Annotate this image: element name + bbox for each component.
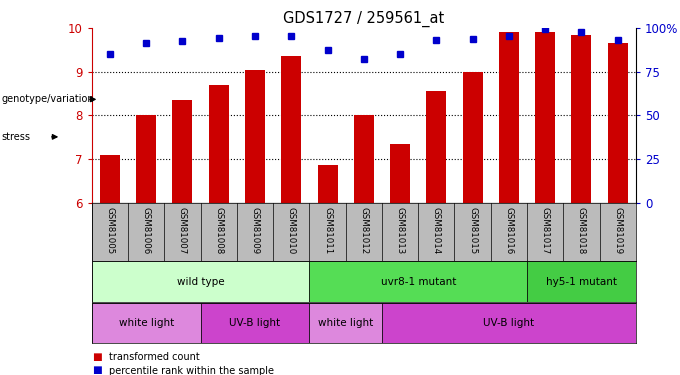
Text: wild type: wild type	[177, 277, 224, 286]
Bar	[426, 92, 446, 202]
Text: GSM81018: GSM81018	[577, 207, 586, 254]
Bar	[201, 303, 309, 343]
Bar	[354, 116, 374, 202]
Text: transformed count: transformed count	[109, 352, 199, 362]
Text: GSM81005: GSM81005	[105, 207, 114, 254]
Text: ■: ■	[92, 366, 101, 375]
Text: GSM81015: GSM81015	[468, 207, 477, 254]
Text: GSM81010: GSM81010	[287, 207, 296, 254]
Text: UV-B light: UV-B light	[483, 318, 534, 328]
Text: GSM81009: GSM81009	[250, 207, 260, 254]
Bar	[318, 165, 337, 202]
Text: hy5-1 mutant: hy5-1 mutant	[546, 277, 617, 286]
Text: GSM81016: GSM81016	[505, 207, 513, 254]
Bar	[462, 72, 483, 202]
Text: GSM81006: GSM81006	[141, 207, 151, 254]
Text: uvr8-1 mutant: uvr8-1 mutant	[381, 277, 456, 286]
Text: white light: white light	[118, 318, 174, 328]
Title: GDS1727 / 259561_at: GDS1727 / 259561_at	[283, 10, 445, 27]
Bar	[527, 261, 636, 302]
Text: GSM81007: GSM81007	[178, 207, 187, 254]
Text: GSM81008: GSM81008	[214, 207, 223, 254]
Bar	[608, 44, 628, 203]
Text: percentile rank within the sample: percentile rank within the sample	[109, 366, 274, 375]
Bar	[535, 33, 555, 203]
Bar	[282, 57, 301, 202]
Bar	[136, 116, 156, 202]
Text: genotype/variation: genotype/variation	[1, 94, 94, 104]
Text: GSM81017: GSM81017	[541, 207, 549, 254]
Text: GSM81019: GSM81019	[613, 207, 622, 254]
Text: GSM81011: GSM81011	[323, 207, 332, 254]
Bar	[173, 100, 192, 202]
Text: white light: white light	[318, 318, 373, 328]
Bar	[382, 303, 636, 343]
Bar	[92, 303, 201, 343]
Text: stress: stress	[1, 132, 31, 142]
Bar	[499, 33, 519, 203]
Text: UV-B light: UV-B light	[229, 318, 281, 328]
Text: ■: ■	[92, 352, 101, 362]
Bar	[245, 69, 265, 202]
Bar	[390, 144, 410, 202]
Bar	[92, 261, 309, 302]
Text: GSM81013: GSM81013	[396, 207, 405, 254]
Text: GSM81012: GSM81012	[359, 207, 369, 254]
Text: GSM81014: GSM81014	[432, 207, 441, 254]
Bar	[309, 261, 527, 302]
Bar	[209, 85, 228, 203]
Bar	[309, 303, 382, 343]
Bar	[571, 34, 592, 203]
Bar	[100, 154, 120, 203]
